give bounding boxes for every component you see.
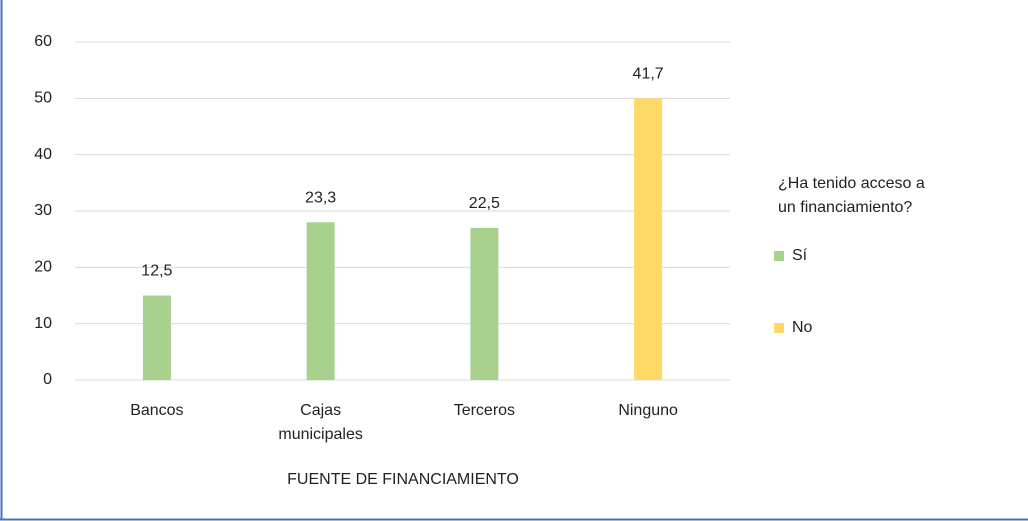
- y-tick-label: 10: [34, 315, 52, 332]
- y-tick-label: 30: [34, 202, 52, 219]
- x-tick-label: Cajas municipales: [278, 402, 363, 443]
- data-label: 23,3: [305, 189, 336, 206]
- data-label: 22,5: [469, 195, 500, 212]
- bar: [142, 295, 171, 380]
- x-axis-title: FUENTE DE FINANCIAMIENTO: [287, 471, 519, 488]
- x-tick-label: Bancos: [130, 402, 184, 419]
- y-tick-label: 20: [34, 259, 52, 276]
- legend-title: ¿Ha tenido acceso a un financiamiento?: [778, 175, 925, 216]
- y-tick-label: 60: [34, 33, 52, 50]
- bar: [470, 227, 499, 380]
- bar: [306, 222, 335, 380]
- data-label: 41,7: [633, 66, 664, 83]
- data-label: 12,5: [141, 263, 172, 280]
- legend-swatch: [774, 323, 784, 333]
- legend-label: Sí: [792, 247, 808, 264]
- bar: [634, 98, 663, 380]
- y-tick-label: 40: [34, 146, 52, 163]
- x-tick-label: Ninguno: [618, 402, 678, 419]
- legend-label: No: [792, 319, 813, 336]
- legend-swatch: [774, 251, 784, 261]
- y-tick-label: 0: [43, 371, 52, 388]
- y-tick-label: 50: [34, 90, 52, 107]
- x-tick-label: Terceros: [453, 402, 516, 419]
